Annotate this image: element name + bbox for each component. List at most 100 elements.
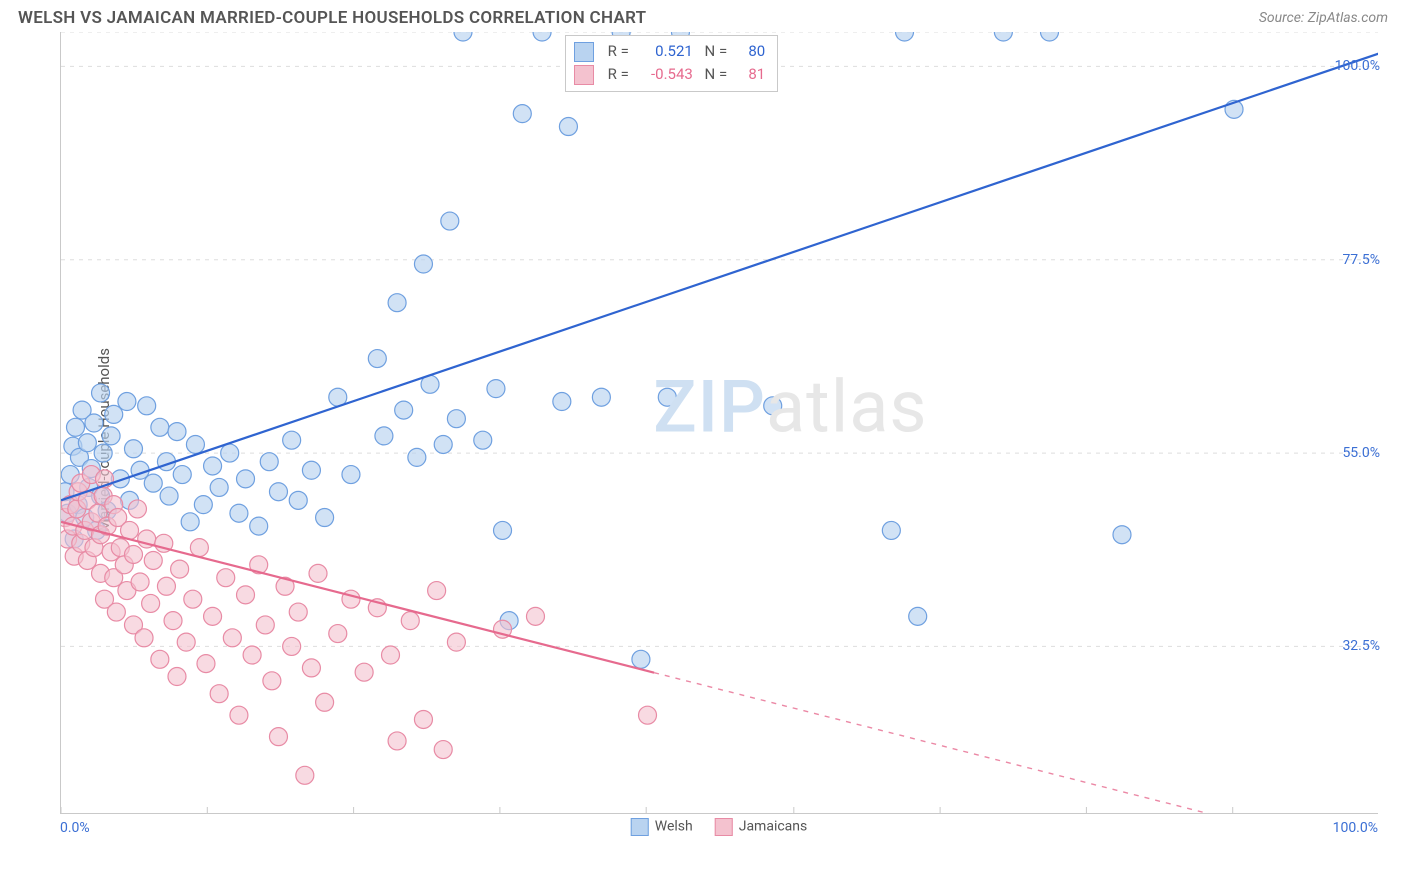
data-point [173, 466, 191, 484]
data-point [204, 457, 222, 475]
legend-item: Welsh [631, 818, 693, 836]
data-point [181, 513, 199, 531]
data-point [135, 629, 153, 647]
data-point [533, 32, 551, 41]
data-point [408, 448, 426, 466]
y-tick-label: 77.5% [1342, 252, 1380, 268]
legend-label: Welsh [655, 819, 693, 835]
data-point [639, 706, 657, 724]
data-point [896, 32, 914, 41]
data-point [388, 732, 406, 750]
data-point [994, 32, 1012, 41]
legend-swatch [715, 818, 733, 836]
data-point [302, 659, 320, 677]
data-point [553, 393, 571, 411]
data-point [434, 435, 452, 453]
data-point [302, 461, 320, 479]
data-point [428, 582, 446, 600]
data-point [526, 607, 544, 625]
stat-n-label: N = [701, 40, 727, 63]
chart-title: WELSH VS JAMAICAN MARRIED-COUPLE HOUSEHO… [18, 8, 646, 28]
data-point [230, 706, 248, 724]
data-point [414, 710, 432, 728]
data-point [197, 655, 215, 673]
data-point [269, 483, 287, 501]
y-tick-label: 100.0% [1335, 58, 1380, 74]
data-point [658, 388, 676, 406]
data-point [151, 418, 169, 436]
data-point [221, 444, 239, 462]
stat-r-value: 0.521 [637, 40, 693, 63]
legend-label: Jamaicans [739, 819, 808, 835]
data-point [157, 577, 175, 595]
series-legend: Welsh Jamaicans [631, 818, 808, 836]
data-point [269, 728, 287, 746]
data-point [66, 418, 84, 436]
data-point [256, 616, 274, 634]
data-point [237, 470, 255, 488]
data-point [494, 521, 512, 539]
data-point [454, 32, 472, 41]
chart-area: Married-couple Households ZIPatlas32.5%5… [18, 32, 1388, 848]
data-point [368, 350, 386, 368]
data-point [118, 393, 136, 411]
y-tick-label: 55.0% [1342, 445, 1380, 461]
data-point [434, 741, 452, 759]
plot-region: ZIPatlas32.5%55.0%77.5%100.0%R =0.521 N … [60, 32, 1388, 814]
data-point [85, 414, 103, 432]
data-point [283, 637, 301, 655]
data-point [151, 650, 169, 668]
data-point [441, 212, 459, 230]
data-point [138, 397, 156, 415]
data-point [190, 539, 208, 557]
trend-line-extrapolated [654, 673, 1378, 814]
data-point [263, 672, 281, 690]
data-point [107, 603, 125, 621]
trend-line [61, 53, 1378, 500]
data-point [210, 685, 228, 703]
data-point [632, 650, 650, 668]
scatter-plot [60, 32, 1378, 814]
data-point [382, 646, 400, 664]
data-point [283, 431, 301, 449]
data-point [237, 586, 255, 604]
x-axis: WelshJamaicans 0.0%100.0% [60, 814, 1378, 848]
stat-r-value: -0.543 [637, 63, 693, 86]
chart-source: Source: ZipAtlas.com [1259, 10, 1388, 26]
data-point [92, 384, 110, 402]
data-point [204, 607, 222, 625]
data-point [171, 560, 189, 578]
legend-swatch [631, 818, 649, 836]
data-point [144, 551, 162, 569]
data-point [102, 427, 120, 445]
data-point [401, 612, 419, 630]
data-point [217, 569, 235, 587]
data-point [289, 491, 307, 509]
data-point [142, 594, 160, 612]
data-point [250, 517, 268, 535]
data-point [764, 397, 782, 415]
data-point [1041, 32, 1059, 41]
data-point [474, 431, 492, 449]
data-point [316, 509, 334, 527]
data-point [309, 564, 327, 582]
data-point [592, 388, 610, 406]
data-point [487, 380, 505, 398]
data-point [355, 663, 373, 681]
data-point [909, 607, 927, 625]
data-point [447, 633, 465, 651]
data-point [160, 487, 178, 505]
stat-n-value: 81 [735, 63, 765, 86]
stat-r-label: R = [608, 63, 629, 86]
data-point [559, 118, 577, 136]
data-point [230, 504, 248, 522]
legend-swatch [574, 42, 594, 62]
data-point [194, 496, 212, 514]
stat-n-value: 80 [735, 40, 765, 63]
stat-r-label: R = [608, 40, 629, 63]
stat-n-label: N = [701, 63, 727, 86]
data-point [513, 105, 531, 123]
data-point [329, 625, 347, 643]
data-point [186, 435, 204, 453]
x-tick-label: 100.0% [1333, 820, 1378, 836]
